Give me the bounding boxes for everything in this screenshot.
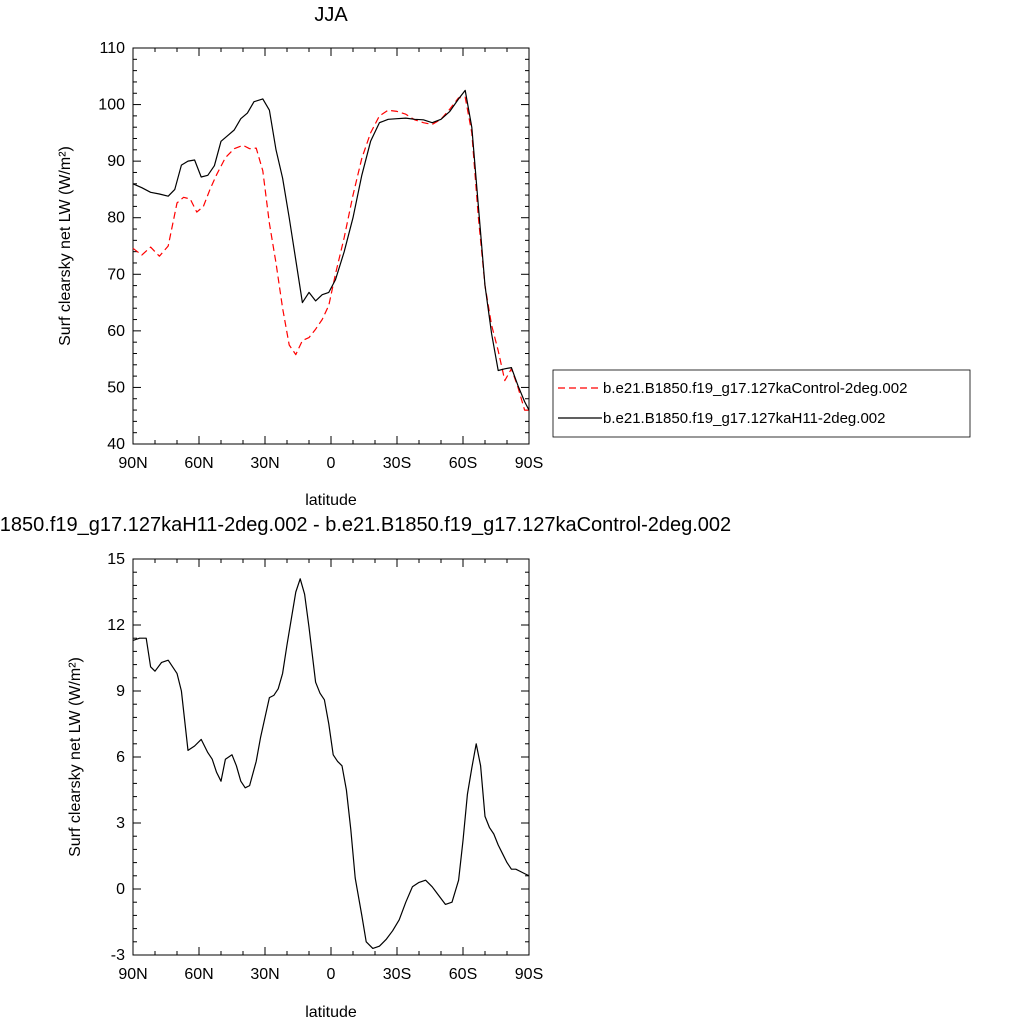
legend-label-h11: b.e21.B1850.f19_g17.127kaH11-2deg.002 bbox=[603, 410, 885, 427]
y-tick-label: 90 bbox=[107, 153, 125, 170]
y-tick-label: 80 bbox=[107, 210, 125, 227]
plot-frame-top bbox=[132, 47, 530, 445]
y-tick-label: 50 bbox=[107, 379, 125, 396]
x-tick-label: 60S bbox=[449, 966, 477, 983]
y-axis-title-bottom: Surf clearsky net LW (W/m²) bbox=[67, 657, 84, 857]
y-tick-label: 100 bbox=[98, 97, 125, 114]
x-tick-label: 60N bbox=[184, 966, 213, 983]
legend: b.e21.B1850.f19_g17.127kaControl-2deg.00… bbox=[552, 369, 971, 438]
y-tick-label: 60 bbox=[107, 323, 125, 340]
panel-title-bottom: b.e21.B1850.f19_g17.127kaH11-2deg.002 - … bbox=[0, 514, 731, 536]
y-tick-label: 9 bbox=[116, 683, 125, 700]
series-line-0-1 bbox=[132, 89, 530, 411]
y-tick-label: 3 bbox=[116, 815, 125, 832]
y-tick-label: -3 bbox=[111, 947, 125, 964]
ticks-bottom: 90N 60N 30N 0 30S 60S 90S -3 0 3 6 9 12 15 bbox=[107, 551, 543, 983]
x-tick-label: 30S bbox=[383, 455, 411, 472]
x-tick-label: 90S bbox=[515, 966, 543, 983]
series-line-1-0 bbox=[132, 578, 530, 950]
y-tick-label: 40 bbox=[107, 436, 125, 453]
x-tick-label: 90N bbox=[118, 455, 147, 472]
legend-box bbox=[552, 369, 971, 438]
y-tick-label: 0 bbox=[116, 881, 125, 898]
x-axis-title-top: latitude bbox=[305, 492, 357, 509]
x-tick-label: 0 bbox=[327, 455, 336, 472]
ticks-top: 90N 60N 30N 0 30S 60S 90S 40 50 60 70 80 90 100 110 bbox=[98, 40, 543, 472]
x-tick-label: 30N bbox=[250, 966, 279, 983]
y-tick-label: 15 bbox=[107, 551, 125, 568]
legend-label-control: b.e21.B1850.f19_g17.127kaControl-2deg.00… bbox=[603, 380, 907, 397]
plot-frame-bottom bbox=[132, 558, 530, 956]
x-axis-title-bottom: latitude bbox=[305, 1004, 357, 1021]
y-tick-label: 70 bbox=[107, 266, 125, 283]
x-tick-label: 90N bbox=[118, 966, 147, 983]
series-bottom bbox=[132, 578, 530, 950]
x-tick-label: 60S bbox=[449, 455, 477, 472]
y-tick-label: 110 bbox=[99, 40, 125, 57]
x-tick-label: 30S bbox=[383, 966, 411, 983]
x-tick-label: 30N bbox=[250, 455, 279, 472]
x-tick-label: 60N bbox=[184, 455, 213, 472]
series-line-0-0 bbox=[132, 96, 529, 411]
y-tick-label: 6 bbox=[116, 749, 125, 766]
panel-bottom: b.e21.B1850.f19_g17.127kaH11-2deg.002 - … bbox=[0, 514, 731, 1021]
y-tick-label: 12 bbox=[107, 617, 125, 634]
x-tick-label: 90S bbox=[515, 455, 543, 472]
panel-top: JJA 90N 60N 30N 0 30S 60S 90S 40 50 60 70 80 90 100 11… bbox=[57, 4, 971, 509]
x-tick-label: 0 bbox=[327, 966, 336, 983]
series-top bbox=[132, 89, 530, 411]
panel-title-top: JJA bbox=[314, 4, 348, 26]
y-axis-title-top: Surf clearsky net LW (W/m²) bbox=[57, 146, 74, 346]
